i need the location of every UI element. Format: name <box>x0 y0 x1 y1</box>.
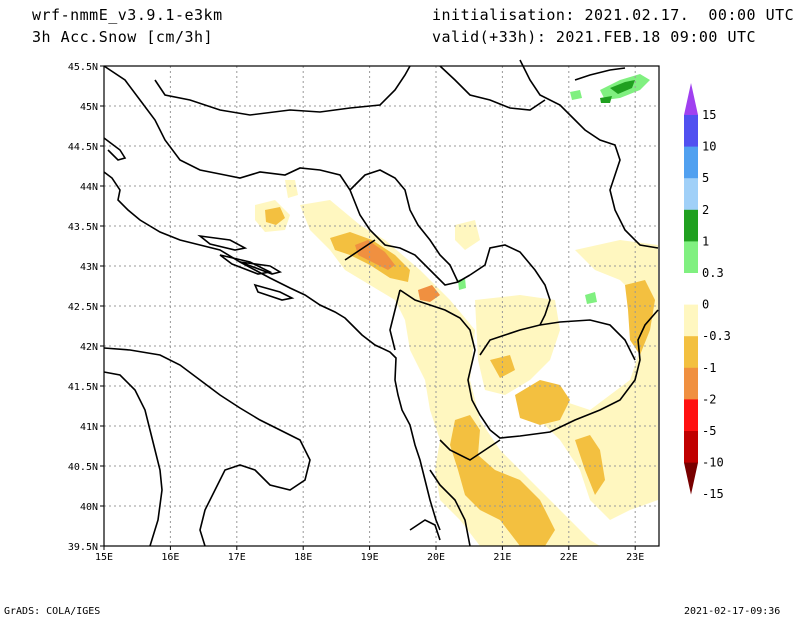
lat-tick-label: 44N <box>80 182 98 193</box>
lat-tick-label: 42.5N <box>68 302 98 313</box>
lon-tick-label: 15E <box>95 552 113 563</box>
colorbar-segment <box>684 178 698 211</box>
lat-tick-label: 41N <box>80 422 98 433</box>
lon-tick-label: 21E <box>493 552 511 563</box>
colorbar-segment <box>684 273 698 306</box>
latitude-axis: 45.5N 45N 44.5N 44N 43.5N 43N 42.5N 42N 41.5N 41N… <box>68 62 104 553</box>
lat-tick-label: 42N <box>80 342 98 353</box>
lat-tick-label: 40.5N <box>68 462 98 473</box>
footer-timestamp: 2021-02-17-09:36 <box>684 606 780 617</box>
colorbar-top-arrow <box>684 83 698 115</box>
colorbar-label: -5 <box>702 424 716 438</box>
field-title: 3h Acc.Snow [cm/3h] <box>32 28 214 46</box>
lon-tick-label: 23E <box>626 552 644 563</box>
colorbar-label: 1 <box>702 234 709 248</box>
colorbar-label: 15 <box>702 108 716 122</box>
colorbar-segment <box>684 115 698 148</box>
colorbar-label: 10 <box>702 140 716 154</box>
colorbar-label: -0.3 <box>702 329 731 343</box>
lon-tick-label: 18E <box>294 552 312 563</box>
lat-tick-label: 39.5N <box>68 542 98 553</box>
lat-tick-label: 40N <box>80 502 98 513</box>
lon-tick-label: 16E <box>161 552 179 563</box>
colorbar-segment <box>684 209 698 242</box>
lat-tick-label: 45.5N <box>68 62 98 73</box>
lat-tick-label: 41.5N <box>68 382 98 393</box>
colorbar-bottom-arrow <box>684 462 698 495</box>
lat-tick-label: 44.5N <box>68 142 98 153</box>
colorbar-segment <box>684 399 698 432</box>
colorbar-label: -10 <box>702 456 724 470</box>
lat-tick-label: 43.5N <box>68 222 98 233</box>
colorbar-segment <box>684 367 698 400</box>
colorbar-segment <box>684 241 698 274</box>
colorbar-label: 5 <box>702 171 709 185</box>
init-time: initialisation: 2021.02.17. 00:00 UTC <box>432 6 795 24</box>
longitude-axis: 15E 16E 17E 18E 19E 20E 21E 22E 23E <box>95 546 644 563</box>
colorbar-label: 2 <box>702 203 709 217</box>
map-area <box>104 66 659 546</box>
lon-tick-label: 22E <box>560 552 578 563</box>
lon-tick-label: 19E <box>361 552 379 563</box>
colorbar-segment <box>684 336 698 369</box>
coastlines-borders <box>103 59 659 547</box>
colorbar-segment <box>684 304 698 337</box>
colorbar-label: 0.3 <box>702 266 724 280</box>
snow-contours <box>255 74 658 546</box>
colorbar: 15 10 5 2 1 0.3 0 -0.3 -1 -2 -5 -10 -15 <box>684 83 731 501</box>
lat-tick-label: 45N <box>80 102 98 113</box>
lon-tick-label: 17E <box>228 552 246 563</box>
valid-time: valid(+33h): 2021.FEB.18 09:00 UTC <box>432 28 757 46</box>
footer-grads-label: GrADS: COLA/IGES <box>4 606 100 617</box>
colorbar-segment <box>684 431 698 464</box>
colorbar-label: -15 <box>702 487 724 501</box>
model-title: wrf-nmmE_v3.9.1-e3km <box>32 6 223 24</box>
colorbar-label: -1 <box>702 361 716 375</box>
colorbar-label: 0 <box>702 298 709 312</box>
lon-tick-label: 20E <box>427 552 445 563</box>
lat-tick-label: 43N <box>80 262 98 273</box>
colorbar-segment <box>684 146 698 179</box>
colorbar-label: -2 <box>702 392 716 406</box>
